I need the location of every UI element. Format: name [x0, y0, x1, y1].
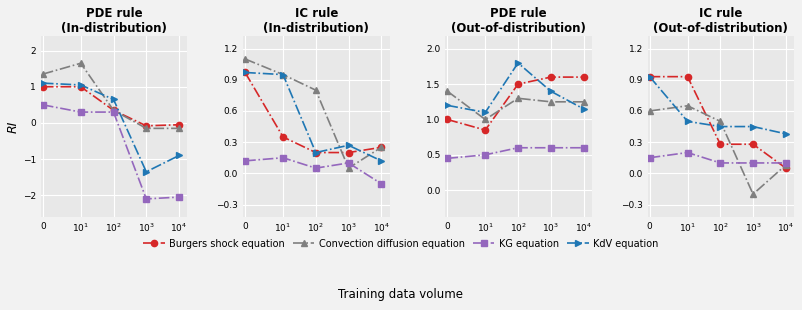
Y-axis label: RI: RI: [7, 120, 20, 133]
Legend: Burgers shock equation, Convection diffusion equation, KG equation, KdV equation: Burgers shock equation, Convection diffu…: [140, 235, 662, 252]
Title: PDE rule
(Out-of-distribution): PDE rule (Out-of-distribution): [452, 7, 586, 35]
Title: PDE rule
(In-distribution): PDE rule (In-distribution): [61, 7, 167, 35]
Title: IC rule
(Out-of-distribution): IC rule (Out-of-distribution): [654, 7, 788, 35]
Text: Training data volume: Training data volume: [338, 288, 464, 301]
Title: IC rule
(In-distribution): IC rule (In-distribution): [263, 7, 369, 35]
